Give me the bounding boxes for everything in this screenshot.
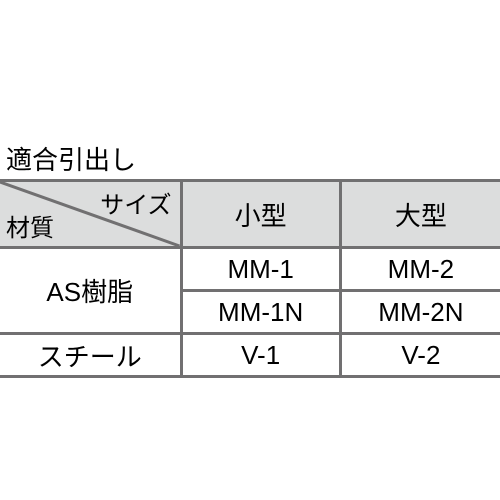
compatibility-table: サイズ 材質 小型 大型 AS樹脂 MM-1 MM-2 MM-1N MM-2N … bbox=[0, 179, 500, 378]
material-steel: スチール bbox=[0, 334, 181, 377]
col-header-small: 小型 bbox=[181, 181, 340, 248]
row-header-material: 材質 bbox=[6, 208, 54, 243]
corner-header: サイズ 材質 bbox=[0, 181, 181, 248]
cell: MM-2N bbox=[340, 291, 500, 334]
material-as-resin: AS樹脂 bbox=[0, 248, 181, 334]
table-title: 適合引出し bbox=[6, 140, 500, 177]
cell: V-2 bbox=[340, 334, 500, 377]
cell: MM-1 bbox=[181, 248, 340, 291]
col-header-large: 大型 bbox=[340, 181, 500, 248]
cell: MM-2 bbox=[340, 248, 500, 291]
cell: MM-1N bbox=[181, 291, 340, 334]
cell: V-1 bbox=[181, 334, 340, 377]
col-header-size: サイズ bbox=[100, 185, 171, 220]
